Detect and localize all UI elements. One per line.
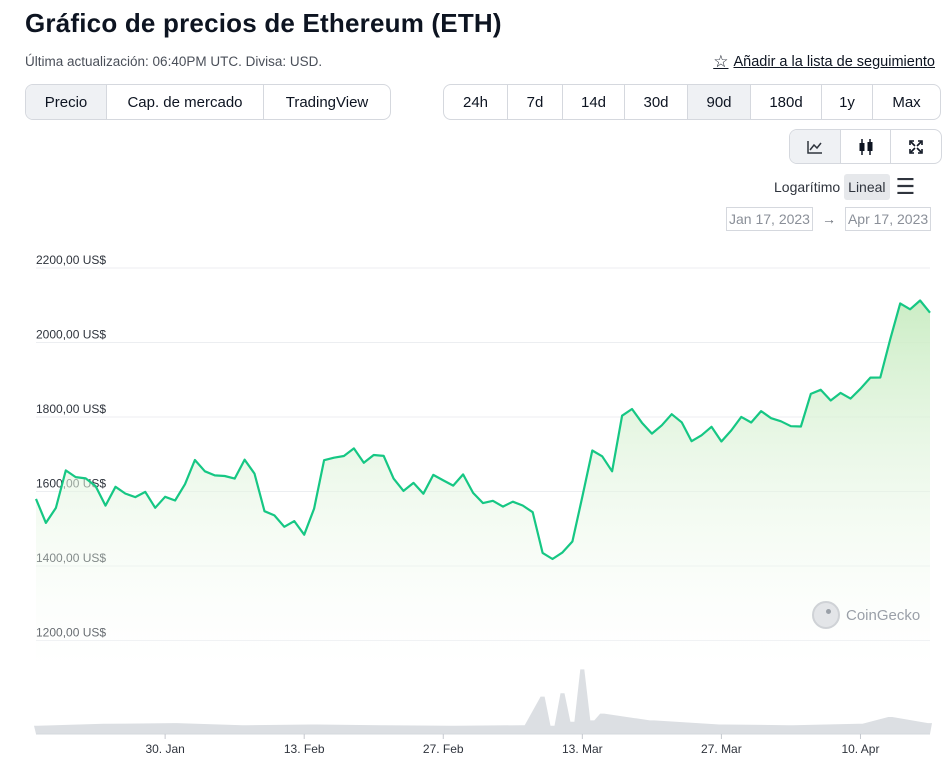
range-1y[interactable]: 1y xyxy=(822,85,873,119)
arrow-right-icon: → xyxy=(821,211,836,227)
hamburger-menu-icon[interactable]: ☰ xyxy=(895,174,916,199)
date-range: Jan 17, 2023 → Apr 17, 2023 xyxy=(726,207,932,231)
y-tick-label: 2200,00 US$ xyxy=(36,253,106,267)
y-tick-label: 1800,00 US$ xyxy=(36,402,106,416)
x-axis: 30. Jan 13. Feb 27. Feb 13. Mar 27. Mar 10. A… xyxy=(36,733,930,756)
x-tick-label: 10. Apr xyxy=(841,742,879,756)
x-tick-label: 30. Jan xyxy=(145,742,184,756)
x-tick-label: 13. Feb xyxy=(284,742,325,756)
time-range-selector: 24h 7d 14d 30d 90d 180d 1y Max xyxy=(443,84,941,120)
coingecko-logo-icon xyxy=(812,601,840,629)
line-chart-button[interactable] xyxy=(790,130,841,163)
candlestick-button[interactable] xyxy=(841,130,891,163)
watchlist-label: Añadir a la lista de seguimiento xyxy=(733,53,935,70)
price-chart[interactable]: 1200,00 US$1400,00 US$1600,00 US$1800,00… xyxy=(0,240,943,773)
x-tick-label: 27. Feb xyxy=(423,742,464,756)
scale-toggle: Logarítimo Lineal ☰ xyxy=(770,174,915,200)
y-tick-label: 2000,00 US$ xyxy=(36,328,106,342)
scale-linear-option[interactable]: Lineal xyxy=(844,174,890,200)
tab-market-cap[interactable]: Cap. de mercado xyxy=(107,85,264,119)
price-line xyxy=(34,299,931,561)
line-chart-icon xyxy=(807,140,822,154)
brand-label: CoinGecko xyxy=(846,606,921,624)
range-90d[interactable]: 90d xyxy=(688,85,751,119)
range-14d[interactable]: 14d xyxy=(563,85,625,119)
tab-price[interactable]: Precio xyxy=(26,85,107,119)
chart-tabs: Precio Cap. de mercado TradingView xyxy=(25,84,391,120)
coingecko-watermark: CoinGecko xyxy=(812,601,920,629)
x-tick-label: 13. Mar xyxy=(562,742,603,756)
expand-icon xyxy=(909,139,923,154)
x-tick-label: 27. Mar xyxy=(701,742,742,756)
candlestick-icon xyxy=(859,138,872,155)
price-area xyxy=(36,300,930,670)
page-title: Gráfico de precios de Ethereum (ETH) xyxy=(25,8,502,38)
volume-area xyxy=(34,669,932,734)
last-update-info: Última actualización: 06:40PM UTC. Divis… xyxy=(25,54,323,69)
star-icon: ☆ xyxy=(713,52,729,71)
range-30d[interactable]: 30d xyxy=(625,85,688,119)
range-7d[interactable]: 7d xyxy=(508,85,563,119)
date-from-input[interactable]: Jan 17, 2023 xyxy=(726,207,813,231)
volume-bars xyxy=(34,669,932,734)
range-max[interactable]: Max xyxy=(892,93,921,111)
tab-tradingview[interactable]: TradingView xyxy=(285,93,369,111)
range-180d[interactable]: 180d xyxy=(751,85,822,119)
scale-log-option[interactable]: Logarítimo xyxy=(774,179,841,195)
add-to-watchlist-link[interactable]: ☆ Añadir a la lista de seguimiento xyxy=(713,53,935,70)
fullscreen-button[interactable] xyxy=(891,130,941,163)
date-to-input[interactable]: Apr 17, 2023 xyxy=(844,207,932,231)
range-24h[interactable]: 24h xyxy=(444,85,508,119)
chart-type-selector xyxy=(789,129,942,164)
